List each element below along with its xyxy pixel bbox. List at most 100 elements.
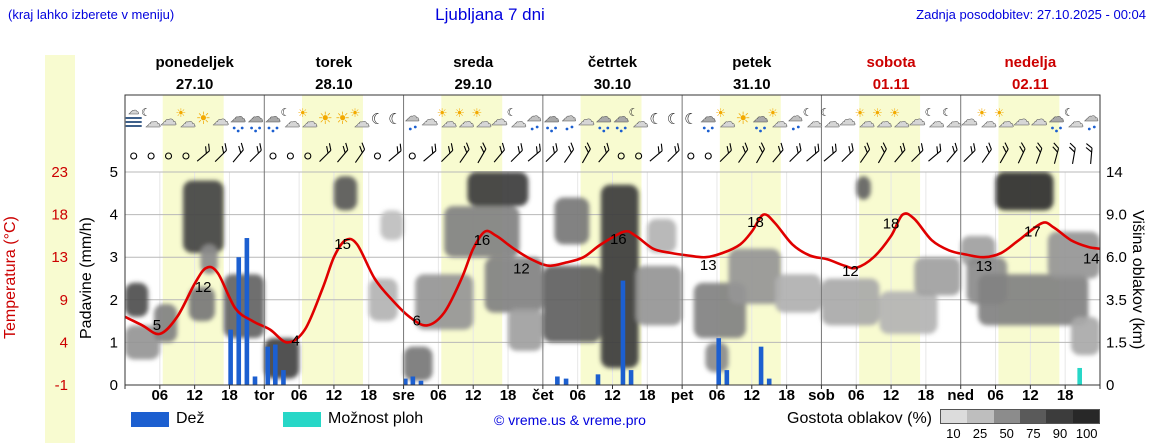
svg-text:5: 5 xyxy=(153,317,161,334)
svg-text:06: 06 xyxy=(151,387,168,404)
moon-cloud-icon: ☾☁ xyxy=(803,106,823,131)
drizzle-icon: ☁ xyxy=(561,107,577,131)
svg-text:☁: ☁ xyxy=(859,112,875,131)
wind-barb-icon xyxy=(999,142,1009,164)
wind-barb-icon xyxy=(441,143,454,163)
wind-barb-icon xyxy=(581,142,591,164)
wind-barb-icon xyxy=(232,142,244,163)
drizzle-icon: ☁ xyxy=(405,107,420,131)
sun-cloud-icon: ☀☁ xyxy=(176,106,197,131)
location-hint: (kraj lahko izberete v meniju) xyxy=(8,7,175,22)
sun-cloud-icon: ☀☁ xyxy=(715,106,736,131)
density-scale-tick: 10 xyxy=(946,426,961,441)
cloud-icon: ☁ xyxy=(212,110,230,131)
wind-barb-icon xyxy=(877,142,887,164)
svg-text:☾: ☾ xyxy=(280,106,290,119)
svg-text:16: 16 xyxy=(474,232,491,249)
svg-text:18: 18 xyxy=(500,387,517,404)
calm-wind-icon xyxy=(269,152,277,160)
sun-cloud-icon: ☀☁ xyxy=(350,106,371,131)
svg-text:☁: ☁ xyxy=(1013,110,1030,130)
svg-text:☾: ☾ xyxy=(684,110,697,128)
svg-text:☁: ☁ xyxy=(633,112,649,131)
svg-text:☀: ☀ xyxy=(454,106,465,120)
rain-icon: ☁ xyxy=(1048,107,1065,133)
svg-text:☁: ☁ xyxy=(212,110,229,130)
svg-text:☁: ☁ xyxy=(946,112,962,131)
wind-barb-icon xyxy=(1085,143,1093,165)
rain-icon: ☁ xyxy=(543,107,560,133)
wind-barb-icon xyxy=(738,142,749,163)
svg-text:☀: ☀ xyxy=(176,106,187,120)
sun-cloud-icon: ☀☁ xyxy=(872,106,893,131)
svg-text:☁: ☁ xyxy=(302,112,318,131)
wind-barb-icon xyxy=(459,142,470,163)
svg-text:☁: ☁ xyxy=(929,112,945,131)
density-scale-tick: 100 xyxy=(1075,426,1098,441)
svg-text:06: 06 xyxy=(987,387,1004,404)
rain-icon: ☁ xyxy=(700,107,717,133)
axis-tick-labels: 23 18 13 9 4 -1 5 4 3 2 1 0 14 9.0 6.0 3.5 1.5 0 xyxy=(51,164,1127,394)
svg-text:12: 12 xyxy=(842,263,859,280)
svg-text:5: 5 xyxy=(110,164,118,181)
wind-barb-icon xyxy=(354,142,366,163)
svg-text:12: 12 xyxy=(883,387,900,404)
svg-text:23: 23 xyxy=(51,164,68,181)
svg-text:18: 18 xyxy=(360,387,377,404)
svg-text:☁: ☁ xyxy=(1031,110,1048,130)
svg-text:12: 12 xyxy=(195,279,212,296)
svg-text:18: 18 xyxy=(747,214,764,231)
svg-text:4: 4 xyxy=(60,334,68,351)
svg-text:☀: ☀ xyxy=(889,106,900,120)
wind-barb-icon xyxy=(527,143,541,162)
svg-text:6: 6 xyxy=(413,312,421,329)
wind-barb-icon xyxy=(1069,142,1076,164)
svg-text:☾: ☾ xyxy=(803,106,813,119)
svg-text:☁: ☁ xyxy=(160,110,177,130)
svg-text:☁: ☁ xyxy=(909,110,926,130)
wind-barb-icon xyxy=(1017,142,1026,164)
cloud-icon: ☁ xyxy=(1030,110,1048,131)
wind-barb-icon xyxy=(667,143,680,163)
wind-barb-icon xyxy=(841,143,854,163)
cloud-density-scale xyxy=(940,409,1100,424)
svg-text:3.5: 3.5 xyxy=(1106,292,1127,309)
day-date: 29.10 xyxy=(454,76,492,93)
density-scale-tick: 25 xyxy=(972,426,988,441)
svg-text:☾: ☾ xyxy=(371,110,384,128)
svg-text:☁: ☁ xyxy=(1048,107,1064,126)
svg-text:☁: ☁ xyxy=(772,112,788,131)
credit-link[interactable]: © vreme.us & vreme.pro xyxy=(494,412,646,428)
svg-text:9.0: 9.0 xyxy=(1106,207,1127,224)
svg-text:☁: ☁ xyxy=(788,107,803,125)
wind-barb-icon xyxy=(894,142,906,163)
day-headers: ponedeljek 27.10 torek 28.10 sreda 29.10 četrt… xyxy=(155,54,1056,93)
rain-icon: ☁ xyxy=(230,107,246,133)
wind-barb-icon xyxy=(649,143,663,162)
cloud-icon: ☁ xyxy=(908,110,926,131)
svg-text:12: 12 xyxy=(604,387,621,404)
svg-text:☀: ☀ xyxy=(350,106,361,120)
svg-text:☀: ☀ xyxy=(872,106,883,120)
cloud-density-scale-labels: 10 25 50 75 90 100 xyxy=(940,426,1100,441)
svg-text:16: 16 xyxy=(610,231,627,248)
calm-wind-icon xyxy=(286,152,294,160)
svg-text:☾: ☾ xyxy=(629,106,639,119)
day-boundary-lines xyxy=(263,95,962,385)
density-scale-box xyxy=(1019,410,1047,423)
svg-text:13: 13 xyxy=(700,257,717,274)
wind-barbs-row xyxy=(130,142,1093,165)
svg-text:18: 18 xyxy=(51,207,68,224)
day-name: četrtek xyxy=(588,54,638,71)
wind-barb-icon xyxy=(1052,142,1060,164)
sun-cloud-icon: ☀☁ xyxy=(889,106,910,131)
svg-text:☁: ☁ xyxy=(248,107,264,126)
svg-text:sre: sre xyxy=(392,387,415,404)
svg-text:06: 06 xyxy=(291,387,308,404)
svg-text:☁: ☁ xyxy=(265,107,281,126)
page-title: Ljubljana 7 dni xyxy=(435,5,545,24)
last-update: Zadnja posodobitev: 27.10.2025 - 00:04 xyxy=(916,7,1146,22)
moon-icon: ☾ xyxy=(371,110,384,128)
wind-barb-icon xyxy=(806,143,820,162)
